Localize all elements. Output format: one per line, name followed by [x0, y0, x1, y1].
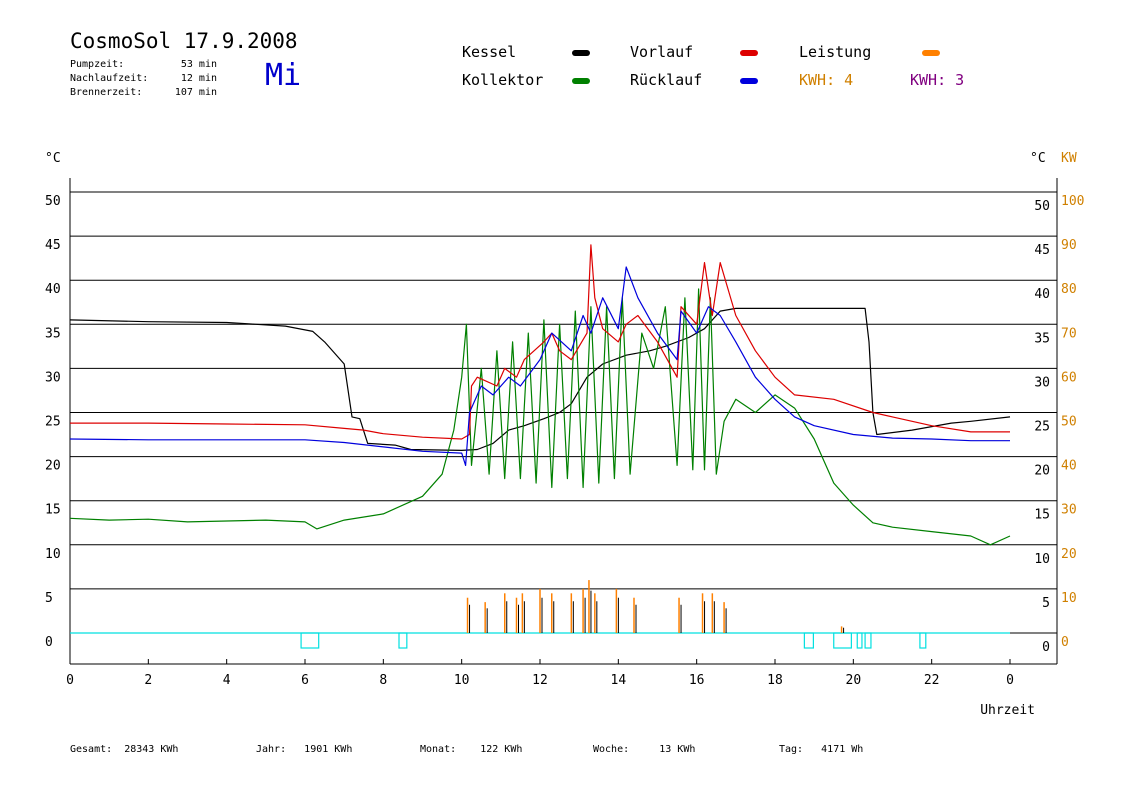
y-tick-label-right-20: 20 — [1034, 464, 1050, 479]
legend-ruecklauf: Rücklauf — [630, 71, 703, 89]
power-tick-label-50: 50 — [1061, 415, 1077, 430]
legend-kwh-orange: KWH: 4 — [799, 71, 854, 89]
x-tick-label-2: 4 — [223, 673, 231, 688]
power-unit: KW — [1061, 151, 1077, 166]
y-tick-label-left-5: 5 — [45, 591, 53, 606]
x-tick-label-12: 0 — [1006, 673, 1014, 688]
legend-ruecklauf-swatch — [740, 78, 758, 84]
legend-leistung-swatch — [922, 50, 940, 56]
x-tick-label-11: 22 — [924, 673, 940, 688]
legend-vorlauf: Vorlauf — [630, 43, 694, 61]
x-tick-label-10: 20 — [846, 673, 862, 688]
chart-title: CosmoSol 17.9.2008 — [70, 29, 298, 53]
power-tick-label-30: 30 — [1061, 503, 1077, 518]
y-tick-label-right-25: 25 — [1034, 420, 1050, 435]
x-tick-label-5: 10 — [454, 673, 470, 688]
legend-vorlauf-swatch — [740, 50, 758, 56]
y-tick-label-right-0: 0 — [1042, 640, 1050, 655]
y-tick-label-right-10: 10 — [1034, 552, 1050, 567]
weekday-label: Mi — [265, 58, 302, 93]
power-tick-label-90: 90 — [1061, 238, 1077, 253]
y-tick-label-left-25: 25 — [45, 415, 61, 430]
total-woche: Woche: 13 KWh — [593, 744, 696, 755]
burner-marker-3 — [833, 632, 852, 649]
x-tick-label-0: 0 — [66, 673, 74, 688]
y-tick-label-left-0: 0 — [45, 635, 53, 650]
legend-kwh-purple: KWH: 3 — [910, 71, 965, 89]
x-axis-label: Uhrzeit — [980, 703, 1035, 718]
y-tick-label-left-50: 50 — [45, 194, 61, 209]
power-tick-label-20: 20 — [1061, 547, 1077, 562]
total-gesamt: Gesamt: 28343 KWh — [70, 744, 179, 755]
x-tick-label-7: 14 — [611, 673, 627, 688]
total-jahr: Jahr: 1901 KWh — [256, 744, 353, 755]
burner-marker-6 — [919, 632, 927, 649]
power-tick-label-60: 60 — [1061, 370, 1077, 385]
legend-kollektor: Kollektor — [462, 71, 544, 89]
burner-marker-2 — [803, 632, 814, 649]
y-tick-label-left-40: 40 — [45, 282, 61, 297]
legend-kessel-swatch — [572, 50, 590, 56]
y-tick-label-right-50: 50 — [1034, 199, 1050, 214]
x-tick-label-9: 18 — [767, 673, 783, 688]
burner-marker-0 — [300, 632, 320, 649]
burner-marker-1 — [398, 632, 408, 649]
y-tick-label-left-20: 20 — [45, 459, 61, 474]
y-tick-label-right-40: 40 — [1034, 287, 1050, 302]
stat-nachlaufzeit: Nachlaufzeit: 12 min — [70, 73, 217, 84]
y-tick-label-left-15: 15 — [45, 503, 61, 518]
burner-marker-5 — [864, 632, 872, 649]
y-unit-right: °C — [1030, 151, 1046, 166]
legend-kessel: Kessel — [462, 43, 517, 61]
total-tag: Tag: 4171 Wh — [779, 744, 864, 755]
x-tick-label-4: 8 — [379, 673, 387, 688]
total-monat: Monat: 122 KWh — [420, 744, 523, 755]
y-tick-label-right-5: 5 — [1042, 596, 1050, 611]
series-line-ruecklauf — [69, 266, 1010, 466]
stat-pumpzeit: Pumpzeit: 53 min — [70, 59, 217, 70]
y-tick-label-left-45: 45 — [45, 238, 61, 253]
burner-marker-4 — [856, 632, 863, 649]
legend-kollektor-swatch — [572, 78, 590, 84]
y-tick-label-right-45: 45 — [1034, 243, 1050, 258]
power-tick-label-40: 40 — [1061, 459, 1077, 474]
x-tick-label-3: 6 — [301, 673, 309, 688]
y-tick-label-right-30: 30 — [1034, 375, 1050, 390]
x-tick-label-6: 12 — [532, 673, 548, 688]
series-line-vorlauf — [70, 244, 1010, 440]
y-tick-label-left-30: 30 — [45, 370, 61, 385]
series-line-kessel — [69, 307, 1011, 451]
power-tick-label-100: 100 — [1061, 194, 1084, 209]
y-tick-label-left-35: 35 — [45, 326, 61, 341]
x-tick-label-1: 2 — [144, 673, 152, 688]
power-tick-label-70: 70 — [1061, 326, 1077, 341]
stat-brennerzeit: Brennerzeit: 107 min — [70, 87, 217, 98]
legend-leistung: Leistung — [799, 43, 872, 61]
power-tick-label-80: 80 — [1061, 282, 1077, 297]
y-tick-label-right-15: 15 — [1034, 508, 1050, 523]
power-tick-label-0: 0 — [1061, 635, 1069, 650]
x-tick-label-8: 16 — [689, 673, 705, 688]
y-unit-left: °C — [45, 151, 61, 166]
series-line-kollektor — [69, 288, 1011, 546]
y-tick-label-left-10: 10 — [45, 547, 61, 562]
power-tick-label-10: 10 — [1061, 591, 1077, 606]
y-tick-label-right-35: 35 — [1034, 331, 1050, 346]
